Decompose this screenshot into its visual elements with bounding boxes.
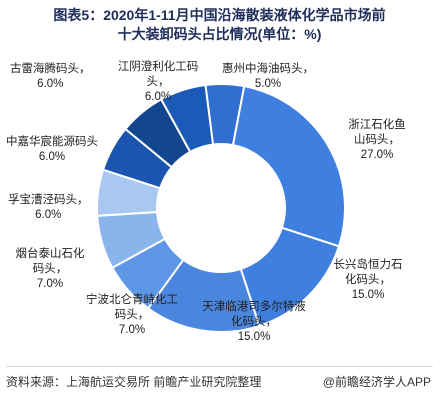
- label-jiangyin-name: 江阴澄利化工码头，: [112, 60, 204, 90]
- label-zhongjia-value: 6.0%: [6, 150, 98, 165]
- label-tianjin: 天津临港司多尔特液化码头， 15.0%: [200, 300, 308, 345]
- label-zhejiang-name: 浙江石化鱼山码头，: [344, 118, 410, 148]
- label-gulei-name: 古雷海腾码头，: [10, 62, 91, 77]
- label-ningbo-name: 宁波北仑青峙化工码头，: [86, 293, 178, 323]
- label-ningbo-value: 7.0%: [86, 323, 178, 338]
- label-yantai: 烟台泰山石化码头， 7.0%: [10, 247, 90, 292]
- label-zhejiang-value: 27.0%: [344, 148, 410, 163]
- label-yantai-value: 7.0%: [10, 277, 90, 292]
- label-tianjin-value: 15.0%: [200, 330, 308, 345]
- label-gulei-value: 6.0%: [10, 77, 91, 92]
- label-fubao-name: 孚宝漕泾码头，: [8, 193, 89, 208]
- footer-divider: [6, 366, 433, 367]
- label-zhongjia-name: 中嘉华宸能源码头: [6, 135, 98, 150]
- source-note: 资料来源：上海航运交易所 前瞻产业研究院整理: [6, 373, 261, 390]
- label-changxing-name: 长兴岛恒力石化码头，: [332, 258, 404, 288]
- label-gulei: 古雷海腾码头， 6.0%: [10, 62, 91, 92]
- label-fubao: 孚宝漕泾码头， 6.0%: [8, 193, 89, 223]
- label-zhongjia: 中嘉华宸能源码头 6.0%: [6, 135, 98, 165]
- label-ningbo: 宁波北仑青峙化工码头， 7.0%: [86, 293, 178, 338]
- label-zhejiang: 浙江石化鱼山码头， 27.0%: [344, 118, 410, 163]
- brand-watermark: @前瞻经济学人APP: [323, 373, 431, 390]
- label-huizhou-name: 惠州中海油码头，: [222, 62, 314, 77]
- label-yantai-name: 烟台泰山石化码头，: [10, 247, 90, 277]
- label-tianjin-name: 天津临港司多尔特液化码头，: [200, 300, 308, 330]
- donut-slice-1: [233, 86, 345, 246]
- label-jiangyin: 江阴澄利化工码头， 6.0%: [112, 60, 204, 105]
- label-fubao-value: 6.0%: [8, 208, 89, 223]
- label-huizhou: 惠州中海油码头， 5.0%: [222, 62, 314, 92]
- label-huizhou-value: 5.0%: [222, 77, 314, 92]
- label-changxing: 长兴岛恒力石化码头， 15.0%: [332, 258, 404, 303]
- label-changxing-value: 15.0%: [332, 288, 404, 303]
- label-jiangyin-value: 6.0%: [112, 90, 204, 105]
